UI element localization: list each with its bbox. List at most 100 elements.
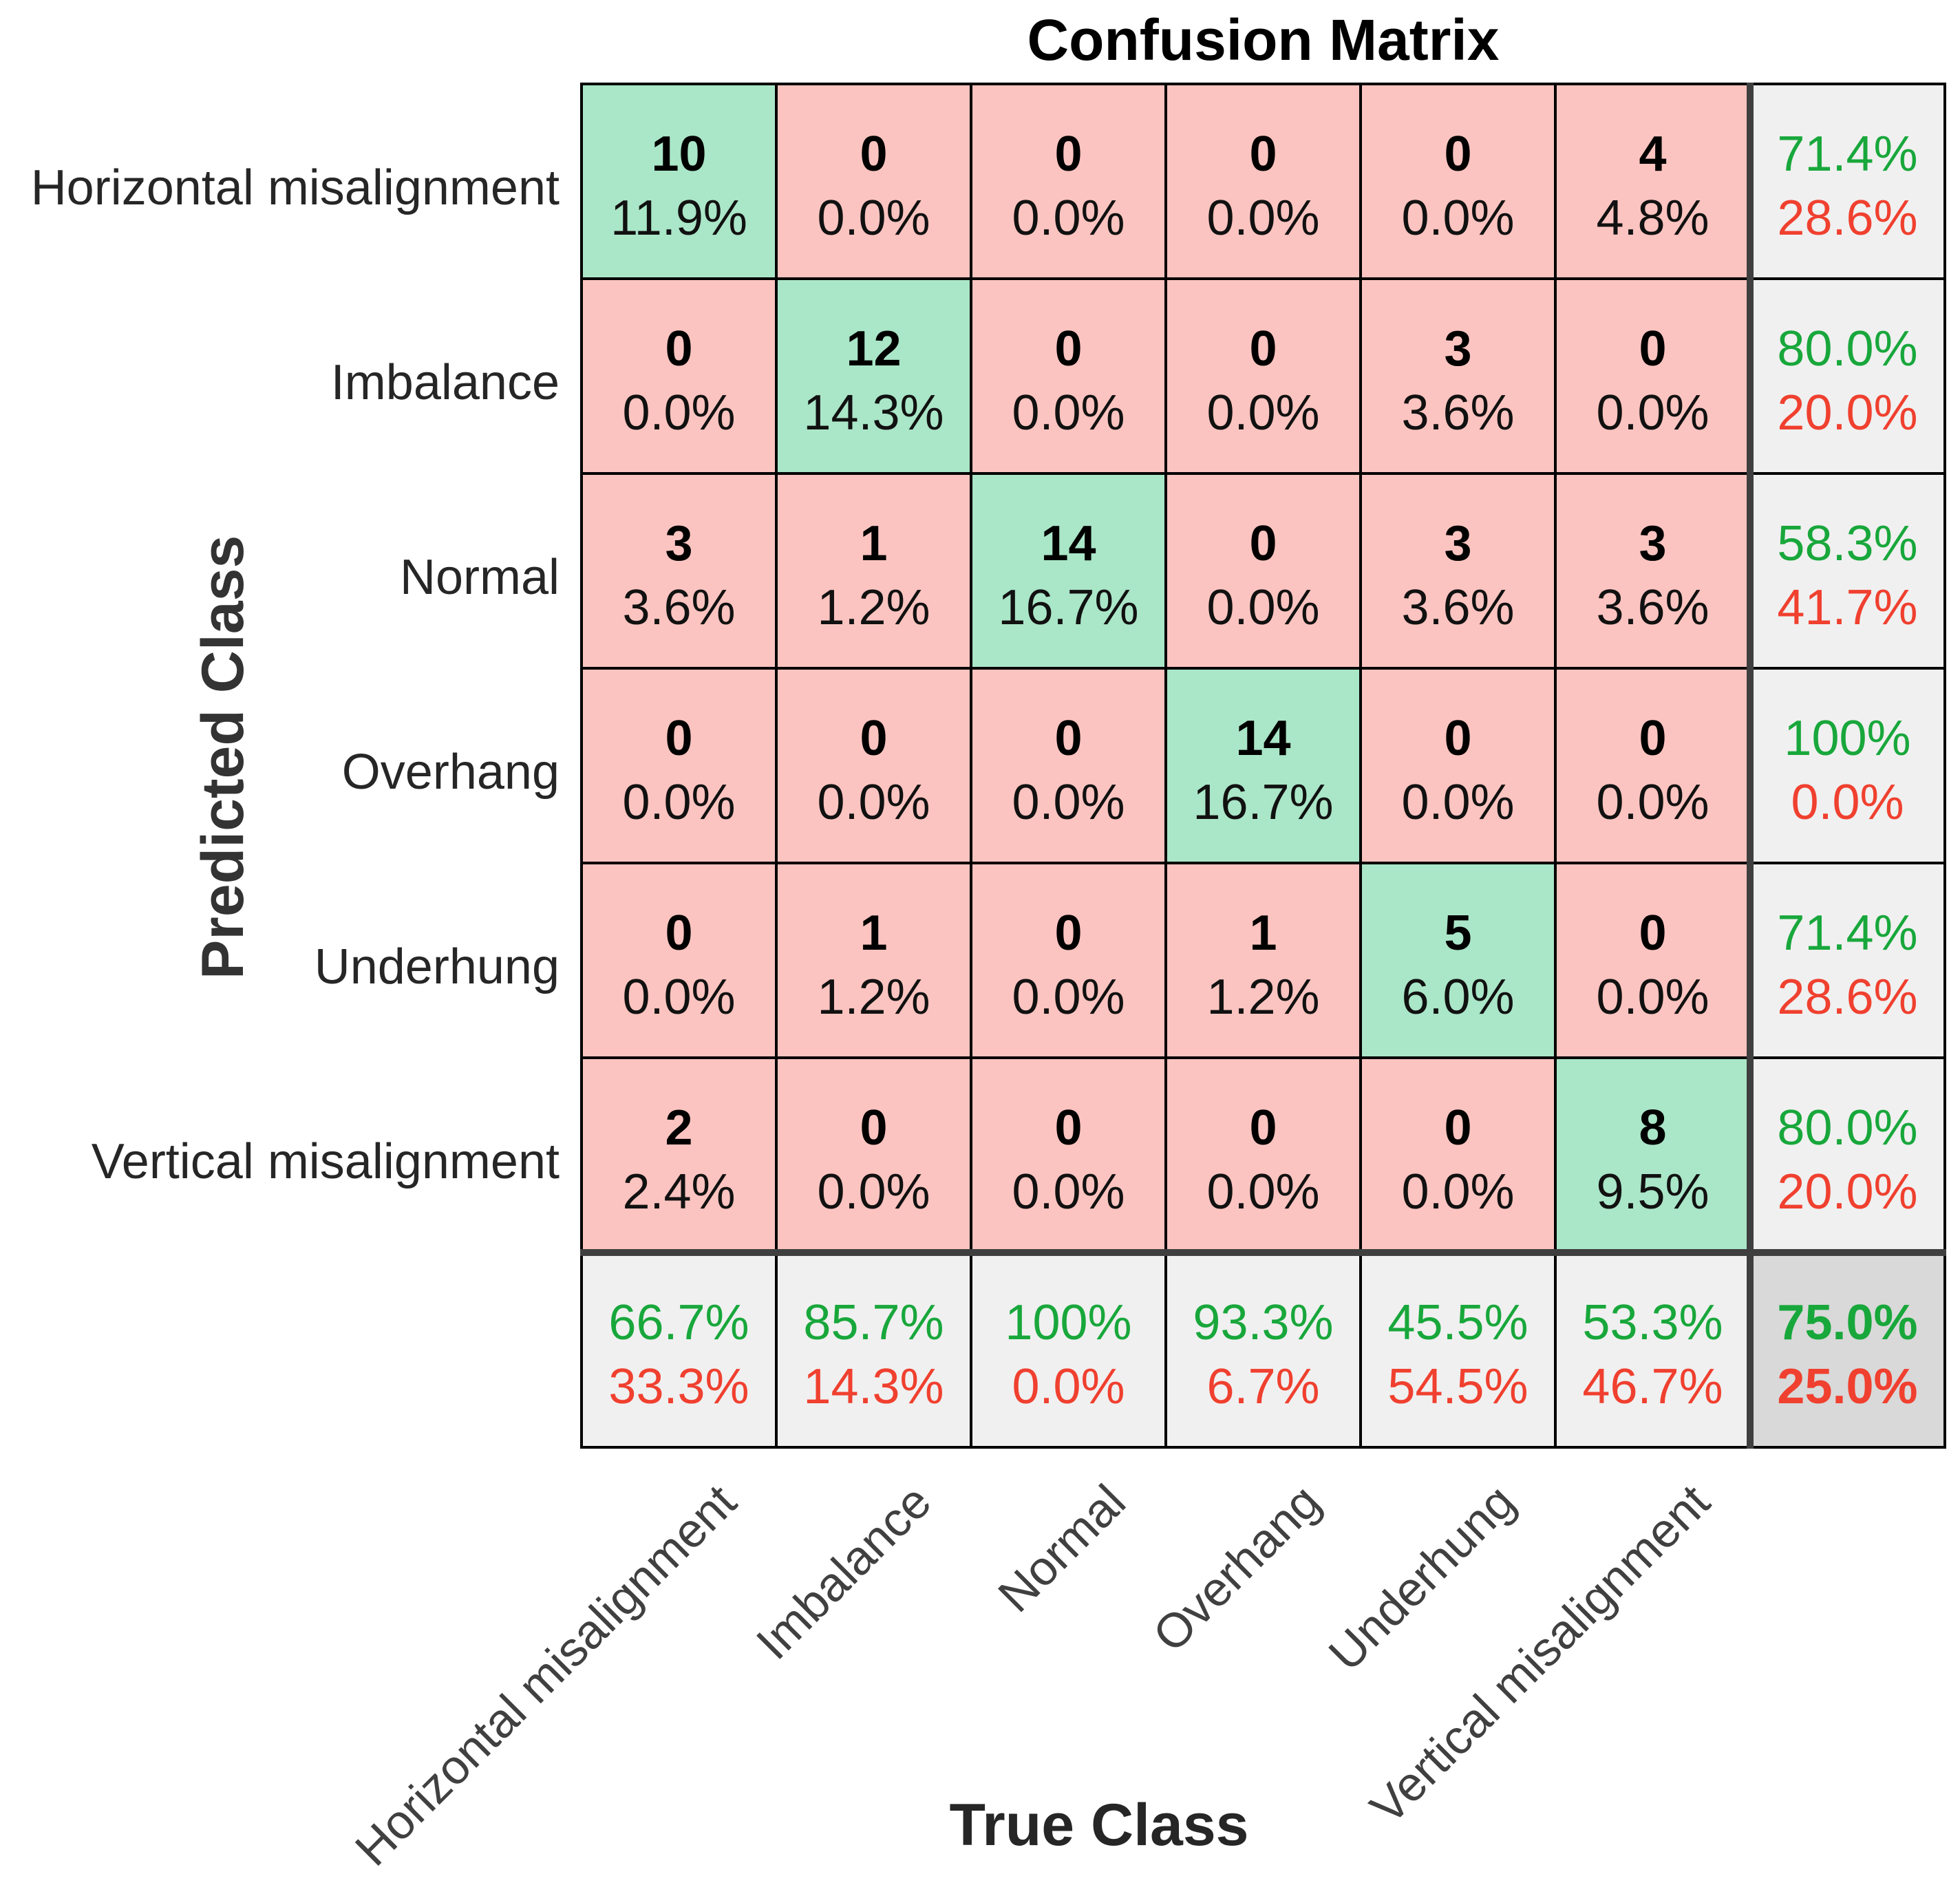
cell-percentage: 0.0% bbox=[1401, 191, 1515, 246]
x-tick-label: Underhung bbox=[1318, 1474, 1526, 1681]
cell-count: 0 bbox=[1054, 711, 1083, 766]
cell-count: 5 bbox=[1444, 906, 1472, 961]
column-correct-rate: 100% bbox=[1005, 1295, 1132, 1350]
x-tick-label: Vertical misalignment bbox=[1360, 1474, 1721, 1835]
matrix-cell-incorrect: 0 0.0% bbox=[971, 279, 1166, 473]
matrix-cell-correct: 12 14.3% bbox=[776, 279, 971, 473]
cell-percentage: 16.7% bbox=[998, 580, 1139, 635]
cell-percentage: 6.0% bbox=[1401, 970, 1515, 1025]
overall-error: 25.0% bbox=[1777, 1359, 1918, 1414]
column-correct-rate: 85.7% bbox=[803, 1295, 944, 1350]
cell-percentage: 3.6% bbox=[1401, 385, 1515, 440]
matrix-cell-correct: 10 11.9% bbox=[582, 84, 776, 279]
y-tick-label: Horizontal misalignment bbox=[30, 160, 560, 215]
cell-count: 1 bbox=[1249, 906, 1277, 961]
matrix-cell-incorrect: 0 0.0% bbox=[1361, 1058, 1555, 1253]
matrix-cell-incorrect: 2 2.4% bbox=[582, 1058, 776, 1253]
cell-count: 10 bbox=[651, 127, 707, 182]
cell-percentage: 0.0% bbox=[817, 775, 930, 830]
matrix-cell-incorrect: 0 0.0% bbox=[1166, 473, 1361, 668]
matrix-cell-correct: 5 6.0% bbox=[1361, 863, 1555, 1058]
cell-percentage: 3.6% bbox=[622, 580, 736, 635]
cell-count: 0 bbox=[1054, 127, 1083, 182]
matrix-cell-incorrect: 0 0.0% bbox=[1361, 84, 1555, 279]
cell-count: 14 bbox=[1235, 711, 1291, 766]
row-error-rate: 20.0% bbox=[1777, 1164, 1918, 1219]
cell-percentage: 1.2% bbox=[1206, 970, 1320, 1025]
cell-percentage: 3.6% bbox=[1596, 580, 1709, 635]
cell-count: 0 bbox=[860, 127, 888, 182]
cell-percentage: 0.0% bbox=[1596, 775, 1709, 830]
matrix-cell-incorrect: 0 0.0% bbox=[1555, 279, 1750, 473]
matrix-cell-incorrect: 3 3.6% bbox=[1361, 473, 1555, 668]
cell-count: 0 bbox=[1639, 711, 1667, 766]
cell-percentage: 9.5% bbox=[1596, 1164, 1709, 1219]
x-tick-label: Horizontal misalignment bbox=[344, 1474, 747, 1876]
cell-count: 1 bbox=[860, 516, 888, 571]
y-tick-label: Overhang bbox=[341, 744, 560, 800]
row-summary-cell: 71.4% 28.6% bbox=[1750, 84, 1945, 279]
cell-count: 0 bbox=[1249, 321, 1277, 376]
matrix-cell-incorrect: 1 1.2% bbox=[1166, 863, 1361, 1058]
cell-percentage: 0.0% bbox=[817, 1164, 930, 1219]
cell-percentage: 0.0% bbox=[1012, 191, 1125, 246]
matrix-cell-incorrect: 1 1.2% bbox=[776, 473, 971, 668]
matrix-cell-incorrect: 0 0.0% bbox=[582, 279, 776, 473]
cell-count: 0 bbox=[665, 321, 693, 376]
row-correct-rate: 71.4% bbox=[1777, 906, 1918, 961]
cell-count: 0 bbox=[1444, 127, 1472, 182]
y-tick-label: Vertical misalignment bbox=[91, 1133, 560, 1189]
row-error-rate: 41.7% bbox=[1777, 580, 1918, 635]
matrix-cell-incorrect: 3 3.6% bbox=[582, 473, 776, 668]
cell-count: 0 bbox=[1054, 1100, 1083, 1155]
cell-percentage: 0.0% bbox=[1401, 1164, 1515, 1219]
matrix-cell-incorrect: 0 0.0% bbox=[1555, 863, 1750, 1058]
matrix-cell-incorrect: 0 0.0% bbox=[1166, 1058, 1361, 1253]
column-summary-cell: 100% 0.0% bbox=[971, 1253, 1166, 1447]
cell-count: 3 bbox=[1444, 321, 1472, 376]
matrix-cell-incorrect: 0 0.0% bbox=[1166, 279, 1361, 473]
cell-count: 4 bbox=[1639, 127, 1667, 182]
cell-count: 0 bbox=[665, 906, 693, 961]
column-summary-cell: 45.5% 54.5% bbox=[1361, 1253, 1555, 1447]
column-correct-rate: 66.7% bbox=[608, 1295, 749, 1350]
matrix-cell-incorrect: 3 3.6% bbox=[1361, 279, 1555, 473]
y-tick-label: Normal bbox=[399, 549, 560, 605]
row-summary-cell: 71.4% 28.6% bbox=[1750, 863, 1945, 1058]
row-correct-rate: 80.0% bbox=[1777, 321, 1918, 376]
cell-percentage: 3.6% bbox=[1401, 580, 1515, 635]
cell-percentage: 0.0% bbox=[1012, 970, 1125, 1025]
row-error-rate: 28.6% bbox=[1777, 191, 1918, 246]
column-correct-rate: 93.3% bbox=[1193, 1295, 1334, 1350]
matrix-cell-correct: 8 9.5% bbox=[1555, 1058, 1750, 1253]
matrix-cell-incorrect: 0 0.0% bbox=[582, 668, 776, 863]
cell-count: 8 bbox=[1639, 1100, 1667, 1155]
matrix-cell-correct: 14 16.7% bbox=[1166, 668, 1361, 863]
cell-percentage: 0.0% bbox=[1206, 1164, 1320, 1219]
row-summary-cell: 58.3% 41.7% bbox=[1750, 473, 1945, 668]
cell-percentage: 11.9% bbox=[610, 191, 747, 246]
matrix-cell-incorrect: 0 0.0% bbox=[776, 84, 971, 279]
cell-count: 0 bbox=[1444, 711, 1472, 766]
chart-title: Confusion Matrix bbox=[1027, 8, 1500, 72]
summary-separator-vertical bbox=[1747, 83, 1754, 1449]
row-error-rate: 20.0% bbox=[1777, 385, 1918, 440]
x-tick-label: Normal bbox=[988, 1474, 1136, 1623]
column-correct-rate: 45.5% bbox=[1387, 1295, 1528, 1350]
matrix-cell-incorrect: 0 0.0% bbox=[776, 1058, 971, 1253]
row-summary-cell: 100% 0.0% bbox=[1750, 668, 1945, 863]
cell-count: 0 bbox=[1639, 321, 1667, 376]
confusion-matrix-grid: 10 11.9% 0 0.0% 0 0.0% 0 0.0% 0 0.0% 4 4.8% 71.4% 28.… bbox=[580, 83, 1946, 1449]
cell-count: 0 bbox=[860, 711, 888, 766]
cell-percentage: 16.7% bbox=[1193, 775, 1334, 830]
matrix-cell-incorrect: 0 0.0% bbox=[1555, 668, 1750, 863]
matrix-cell-incorrect: 0 0.0% bbox=[971, 863, 1166, 1058]
column-error-rate: 0.0% bbox=[1012, 1359, 1125, 1414]
cell-count: 0 bbox=[665, 711, 693, 766]
matrix-cell-incorrect: 0 0.0% bbox=[1361, 668, 1555, 863]
cell-percentage: 0.0% bbox=[1206, 580, 1320, 635]
column-error-rate: 6.7% bbox=[1206, 1359, 1320, 1414]
matrix-cell-incorrect: 3 3.6% bbox=[1555, 473, 1750, 668]
cell-count: 2 bbox=[665, 1100, 693, 1155]
cell-percentage: 1.2% bbox=[817, 580, 930, 635]
